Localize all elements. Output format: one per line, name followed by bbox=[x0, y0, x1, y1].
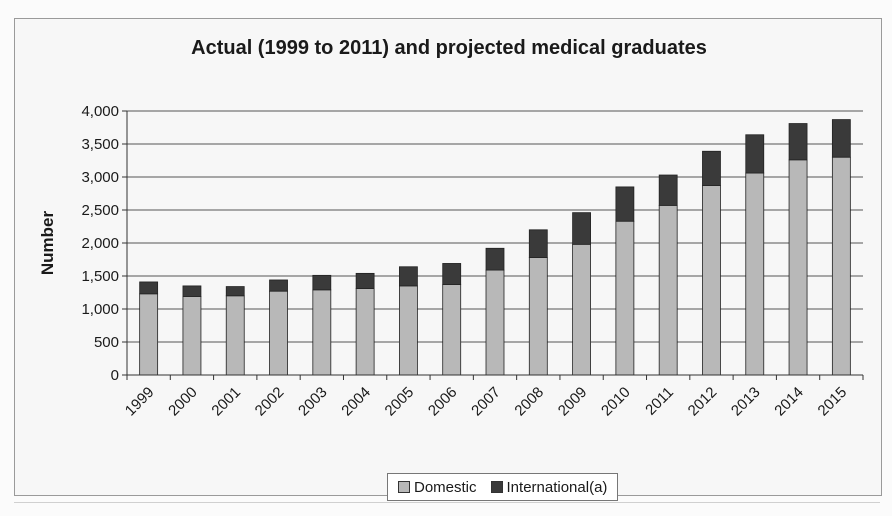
bar-international-2006 bbox=[442, 263, 462, 285]
y-axis-label: Number bbox=[38, 211, 57, 276]
bar-international-2008 bbox=[528, 229, 548, 258]
bar-domestic-2002 bbox=[269, 290, 288, 376]
y-tick-label: 1,000 bbox=[81, 301, 119, 318]
legend-label-domestic: Domestic bbox=[414, 478, 477, 496]
bar-domestic-2006 bbox=[442, 284, 462, 376]
bar-international-2005 bbox=[399, 266, 418, 287]
legend-swatch-international bbox=[490, 481, 503, 493]
legend: Domestic International(a) bbox=[387, 473, 619, 501]
x-tick-label: 2004 bbox=[338, 384, 374, 420]
x-axis-ticks: 1999 2000 2001 2002 2003 2004 2005 2006 2007 2008… bbox=[122, 375, 864, 420]
x-tick-label: 2007 bbox=[468, 384, 504, 420]
chart-title: Actual (1999 to 2011) and projected medi… bbox=[191, 37, 707, 59]
bar-domestic-2010 bbox=[615, 220, 635, 376]
legend-swatch-domestic bbox=[398, 481, 410, 493]
bar-international-2011 bbox=[658, 174, 678, 206]
x-tick-label: 2014 bbox=[771, 384, 807, 420]
x-tick-label: 2011 bbox=[642, 384, 677, 419]
y-tick-label: 0 bbox=[111, 367, 119, 384]
bar-domestic-2005 bbox=[399, 285, 418, 376]
bar-international-2013 bbox=[745, 134, 765, 174]
bar-domestic-2014 bbox=[788, 159, 808, 376]
x-tick-label: 2015 bbox=[815, 384, 851, 420]
bar-international-2014 bbox=[788, 123, 808, 161]
x-tick-label: 2013 bbox=[728, 384, 764, 420]
bar-international-2015 bbox=[831, 119, 851, 158]
bar-international-1999 bbox=[139, 281, 159, 295]
bar-domestic-2004 bbox=[355, 288, 375, 376]
chart-frame: Actual (1999 to 2011) and projected medi… bbox=[14, 18, 882, 501]
bar-domestic-2013 bbox=[745, 172, 765, 376]
y-tick-label: 1,500 bbox=[81, 268, 119, 285]
legend-label-international: International(a) bbox=[506, 478, 608, 496]
bar-domestic-2008 bbox=[528, 257, 548, 376]
y-tick-label: 3,500 bbox=[81, 136, 119, 153]
x-tick-label: 2005 bbox=[382, 384, 418, 420]
y-tick-label: 2,500 bbox=[81, 202, 119, 219]
y-tick-label: 2,000 bbox=[81, 235, 119, 252]
bar-international-2004 bbox=[355, 272, 375, 289]
bar-international-2010 bbox=[615, 186, 635, 222]
bar-international-2003 bbox=[312, 274, 332, 291]
y-axis-ticks: 0 500 1,000 1,500 2,000 2,500 3,000 3,500 4,000 bbox=[81, 103, 127, 384]
bar-domestic-2009 bbox=[572, 243, 591, 376]
x-tick-label: 2009 bbox=[555, 384, 591, 420]
x-tick-label: 2008 bbox=[512, 384, 548, 420]
bar-domestic-2000 bbox=[182, 296, 202, 376]
x-tick-label: 1999 bbox=[122, 384, 158, 420]
x-tick-label: 2002 bbox=[252, 384, 288, 420]
x-tick-label: 2006 bbox=[425, 384, 461, 420]
x-tick-label: 2012 bbox=[685, 384, 721, 420]
bar-international-2002 bbox=[269, 279, 288, 292]
bar-domestic-2012 bbox=[702, 185, 721, 376]
bar-international-2007 bbox=[485, 247, 505, 271]
x-tick-label: 2003 bbox=[295, 384, 331, 420]
bar-domestic-2011 bbox=[658, 204, 678, 376]
bar-international-2009 bbox=[572, 212, 591, 245]
chart-canvas: Actual (1999 to 2011) and projected medi… bbox=[38, 37, 864, 420]
x-tick-label: 2010 bbox=[598, 384, 634, 420]
page-divider bbox=[14, 502, 880, 503]
y-tick-label: 3,000 bbox=[81, 169, 119, 186]
legend-item-domestic: Domestic bbox=[398, 479, 477, 496]
bar-international-2001 bbox=[225, 286, 245, 297]
bar-domestic-2001 bbox=[225, 295, 245, 376]
bar-domestic-1999 bbox=[139, 293, 159, 376]
bar-international-2012 bbox=[702, 150, 721, 186]
bar-domestic-2003 bbox=[312, 289, 332, 376]
legend-item-international: International(a) bbox=[490, 478, 608, 496]
bar-international-2000 bbox=[182, 285, 202, 297]
x-tick-label: 2001 bbox=[208, 384, 244, 420]
bar-domestic-2015 bbox=[831, 156, 851, 376]
y-tick-label: 500 bbox=[94, 334, 119, 351]
x-tick-label: 2000 bbox=[165, 384, 201, 420]
y-tick-label: 4,000 bbox=[81, 103, 119, 120]
bar-domestic-2007 bbox=[485, 269, 505, 376]
